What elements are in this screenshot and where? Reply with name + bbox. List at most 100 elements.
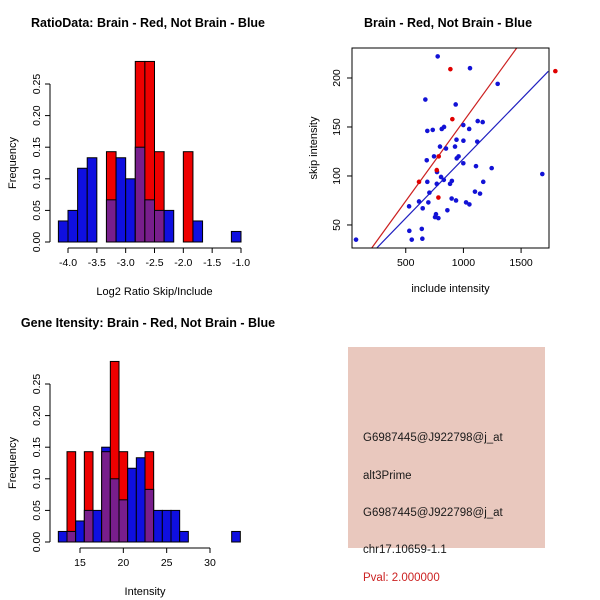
scatter-point bbox=[472, 189, 478, 194]
bar-segment bbox=[57, 220, 69, 243]
y-tick-label: 0.00 bbox=[31, 232, 43, 253]
notbrain-fit-line bbox=[376, 70, 549, 249]
x-axis-label: Intensity bbox=[125, 586, 166, 598]
bar-segment bbox=[231, 530, 241, 543]
y-tick-label: 0.10 bbox=[31, 168, 43, 189]
panel-ratio-histogram: RatioData: Brain - Red, Not Brain - Blue… bbox=[0, 0, 300, 300]
scatter-point bbox=[474, 139, 480, 144]
chart-title: RatioData: Brain - Red, Not Brain - Blue bbox=[31, 16, 265, 30]
scatter-point bbox=[435, 54, 440, 59]
bar-segment bbox=[134, 146, 146, 243]
scatter-point bbox=[553, 68, 558, 74]
y-tick-label: 0.05 bbox=[31, 500, 43, 521]
bar-segment bbox=[66, 530, 77, 543]
scatter-point bbox=[454, 137, 459, 143]
bar-segment bbox=[115, 157, 127, 243]
y-tick-label: 0.20 bbox=[31, 105, 43, 126]
scatter-point bbox=[437, 144, 443, 149]
x-tick-label: 1500 bbox=[509, 257, 533, 269]
bar-segment bbox=[101, 451, 111, 543]
bar-segment bbox=[182, 151, 194, 243]
y-tick-label: 150 bbox=[331, 118, 343, 136]
x-tick-label: -2.0 bbox=[174, 257, 192, 269]
y-axis-label: Frequency bbox=[7, 137, 19, 189]
ratio-histogram-chart: RatioData: Brain - Red, Not Brain - Blue… bbox=[7, 16, 265, 298]
x-tick-label: 15 bbox=[74, 557, 86, 569]
scatter-point bbox=[467, 65, 473, 71]
scatter-series-brain bbox=[416, 66, 558, 200]
scatter-point bbox=[445, 207, 450, 213]
chart-title: Brain - Red, Not Brain - Blue bbox=[364, 16, 532, 30]
info-panel: G6987445@J922798@j_at alt3Prime G6987445… bbox=[348, 347, 545, 584]
pval-text: Pval: 2.000000 bbox=[363, 572, 440, 584]
x-tick-label: 30 bbox=[204, 557, 216, 569]
bar-segment bbox=[109, 478, 120, 543]
scatter-point bbox=[463, 200, 469, 205]
bar-segment bbox=[77, 167, 88, 243]
scatter-point bbox=[449, 196, 454, 201]
scatter-point bbox=[426, 200, 431, 205]
bar-segment bbox=[83, 509, 94, 543]
bar-segment bbox=[67, 209, 79, 243]
intensity-scatter-chart: Brain - Red, Not Brain - Blue include int… bbox=[308, 16, 558, 295]
scatter-point bbox=[430, 127, 436, 133]
y-tick-label: 0.15 bbox=[31, 437, 43, 458]
bar-segment bbox=[75, 520, 85, 543]
scatter-point bbox=[449, 178, 455, 184]
scatter-series-not-brain bbox=[353, 54, 545, 242]
scatter-point bbox=[438, 174, 444, 180]
scatter-point bbox=[466, 126, 472, 132]
scatter-point bbox=[453, 198, 459, 203]
scatter-point bbox=[407, 228, 412, 234]
scatter-point bbox=[433, 211, 439, 217]
bar-segment bbox=[161, 509, 172, 543]
probe-id-text-2: G6987445@J922798@j_at bbox=[363, 507, 503, 519]
bar-segment bbox=[118, 499, 129, 543]
scatter-point bbox=[441, 124, 447, 130]
scatter-point bbox=[489, 165, 494, 171]
plot-box bbox=[351, 47, 550, 249]
y-tick-label: 50 bbox=[331, 219, 343, 231]
bar-segment bbox=[105, 199, 117, 243]
probe-id-text: G6987445@J922798@j_at bbox=[363, 432, 503, 444]
scatter-point bbox=[461, 160, 466, 166]
scatter-point bbox=[480, 119, 485, 125]
scatter-point bbox=[480, 179, 486, 185]
chart-title: Gene Itensity: Brain - Red, Not Brain - … bbox=[21, 316, 275, 330]
x-axis-label: include intensity bbox=[411, 283, 490, 295]
y-tick-label: 0.10 bbox=[31, 468, 43, 489]
bar-segment bbox=[57, 530, 68, 543]
bar-segment bbox=[153, 509, 163, 543]
bar-segment bbox=[144, 488, 155, 543]
scatter-point bbox=[477, 191, 483, 196]
scatter-point bbox=[473, 163, 479, 169]
bar-segment bbox=[66, 451, 77, 543]
y-tick-label: 0.25 bbox=[31, 374, 43, 395]
scatter-point bbox=[353, 237, 359, 242]
bar-segment bbox=[230, 230, 242, 243]
scatter-point bbox=[434, 181, 440, 187]
scatter-point bbox=[452, 144, 458, 149]
scatter-point bbox=[409, 237, 415, 242]
x-tick-label: -3.0 bbox=[117, 257, 135, 269]
bar-segment bbox=[163, 209, 175, 243]
chromosome-location-text: chr17.10659-1.1 bbox=[363, 544, 447, 556]
histogram-bars bbox=[57, 60, 242, 243]
scatter-point bbox=[441, 177, 447, 183]
x-axis-label: Log2 Ratio Skip/Include bbox=[96, 286, 212, 298]
scatter-point bbox=[419, 226, 425, 232]
x-tick-label: -4.0 bbox=[59, 257, 77, 269]
scatter-point bbox=[495, 81, 500, 87]
bar-segment bbox=[154, 209, 165, 243]
y-tick-label: 200 bbox=[331, 69, 343, 87]
scatter-point bbox=[423, 97, 428, 102]
scatter-point bbox=[453, 102, 458, 107]
y-tick-label: 0.05 bbox=[31, 200, 43, 221]
scatter-point bbox=[443, 146, 449, 151]
y-tick-label: 0.25 bbox=[31, 74, 43, 95]
scatter-point bbox=[475, 118, 481, 124]
x-tick-label: 500 bbox=[397, 257, 415, 269]
scatter-point bbox=[420, 206, 426, 211]
splice-type-text: alt3Prime bbox=[363, 470, 412, 482]
